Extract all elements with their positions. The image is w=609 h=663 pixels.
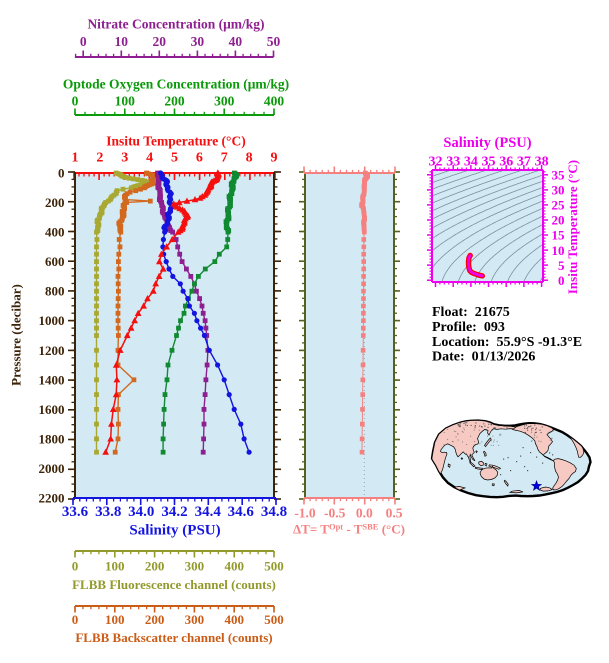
- svg-text:6: 6: [196, 151, 203, 166]
- svg-text:35: 35: [552, 168, 566, 183]
- svg-text:Pressure (decibar): Pressure (decibar): [9, 284, 24, 386]
- svg-text:5: 5: [171, 151, 178, 166]
- svg-text:35: 35: [482, 155, 496, 170]
- svg-text:36: 36: [499, 155, 513, 170]
- svg-text:100: 100: [115, 94, 136, 109]
- svg-text:2: 2: [96, 151, 103, 166]
- svg-text:8: 8: [246, 151, 253, 166]
- svg-text:34.2: 34.2: [161, 504, 187, 520]
- svg-text:20: 20: [552, 213, 565, 228]
- svg-text:FLBB Backscatter channel (coun: FLBB Backscatter channel (counts): [75, 630, 272, 645]
- svg-text:400: 400: [224, 559, 244, 574]
- svg-text:200: 200: [45, 195, 65, 210]
- svg-text:50: 50: [267, 34, 281, 49]
- svg-text:33.6: 33.6: [62, 504, 89, 520]
- svg-text:1: 1: [72, 151, 79, 166]
- svg-text:Location: 55.9°S -91.3°E: Location: 55.9°S -91.3°E: [432, 335, 582, 350]
- svg-text:20: 20: [153, 34, 167, 49]
- svg-text:30: 30: [191, 34, 205, 49]
- svg-text:40: 40: [229, 34, 243, 49]
- svg-text:15: 15: [552, 228, 566, 243]
- svg-text:800: 800: [45, 284, 65, 299]
- svg-text:ΔT= TOpt - TSBE (°C): ΔT= TOpt - TSBE (°C): [293, 522, 405, 537]
- svg-text:-0.5: -0.5: [324, 506, 346, 521]
- svg-text:0.5: 0.5: [386, 506, 403, 521]
- svg-text:Insitu Temperature (°C): Insitu Temperature (°C): [106, 134, 245, 149]
- svg-text:0: 0: [72, 612, 79, 627]
- svg-text:Float: 21675: Float: 21675: [432, 305, 510, 320]
- svg-text:FLBB Fluorescence channel (cou: FLBB Fluorescence channel (counts): [72, 577, 276, 592]
- svg-text:0: 0: [58, 166, 65, 181]
- svg-text:Salinity (PSU): Salinity (PSU): [129, 523, 220, 539]
- svg-text:400: 400: [264, 94, 285, 109]
- svg-text:400: 400: [45, 225, 65, 240]
- svg-text:38: 38: [535, 155, 549, 170]
- svg-text:5: 5: [558, 258, 565, 273]
- svg-text:100: 100: [105, 612, 125, 627]
- svg-text:2200: 2200: [39, 491, 65, 506]
- svg-text:300: 300: [185, 559, 205, 574]
- svg-text:0: 0: [72, 94, 79, 109]
- svg-text:30: 30: [552, 183, 565, 198]
- svg-text:34: 34: [464, 155, 478, 170]
- svg-text:Profile: 093: Profile: 093: [432, 320, 505, 335]
- svg-text:Salinity (PSU): Salinity (PSU): [443, 135, 531, 151]
- svg-text:33: 33: [446, 155, 460, 170]
- svg-text:100: 100: [105, 559, 125, 574]
- svg-text:34.0: 34.0: [128, 504, 154, 520]
- svg-text:-1.0: -1.0: [294, 506, 316, 521]
- svg-text:300: 300: [185, 612, 205, 627]
- svg-text:7: 7: [221, 151, 228, 166]
- svg-text:200: 200: [145, 559, 165, 574]
- svg-text:1200: 1200: [39, 343, 65, 358]
- svg-text:25: 25: [552, 198, 566, 213]
- svg-text:Optode Oxygen Concentration (μ: Optode Oxygen Concentration (μm/kg): [63, 77, 289, 92]
- svg-text:10: 10: [552, 243, 565, 258]
- svg-text:34.6: 34.6: [228, 504, 255, 520]
- svg-text:400: 400: [224, 612, 244, 627]
- svg-text:200: 200: [145, 612, 165, 627]
- svg-text:1400: 1400: [39, 372, 65, 387]
- svg-text:34.4: 34.4: [195, 504, 222, 520]
- svg-text:4: 4: [146, 151, 153, 166]
- svg-text:500: 500: [264, 612, 284, 627]
- svg-text:2000: 2000: [39, 461, 65, 476]
- svg-text:37: 37: [517, 155, 531, 170]
- svg-text:34.8: 34.8: [261, 504, 287, 520]
- svg-text:1600: 1600: [39, 402, 65, 417]
- svg-text:0: 0: [72, 559, 79, 574]
- svg-text:10: 10: [115, 34, 129, 49]
- svg-text:33.8: 33.8: [95, 504, 121, 520]
- svg-text:200: 200: [164, 94, 185, 109]
- svg-text:0.0: 0.0: [356, 506, 373, 521]
- svg-text:3: 3: [121, 151, 128, 166]
- svg-text:600: 600: [45, 254, 65, 269]
- svg-text:Nitrate Concentration (μm/kg): Nitrate Concentration (μm/kg): [87, 17, 264, 32]
- svg-text:500: 500: [264, 559, 284, 574]
- svg-text:0: 0: [80, 34, 87, 49]
- svg-text:Date: 01/13/2026: Date: 01/13/2026: [432, 350, 535, 365]
- svg-text:1800: 1800: [39, 431, 65, 446]
- svg-text:1000: 1000: [39, 313, 65, 328]
- svg-text:300: 300: [214, 94, 235, 109]
- svg-text:9: 9: [271, 151, 278, 166]
- svg-text:Insitu Temperature (°C): Insitu Temperature (°C): [565, 160, 580, 294]
- svg-text:32: 32: [429, 155, 443, 170]
- svg-text:0: 0: [558, 273, 565, 288]
